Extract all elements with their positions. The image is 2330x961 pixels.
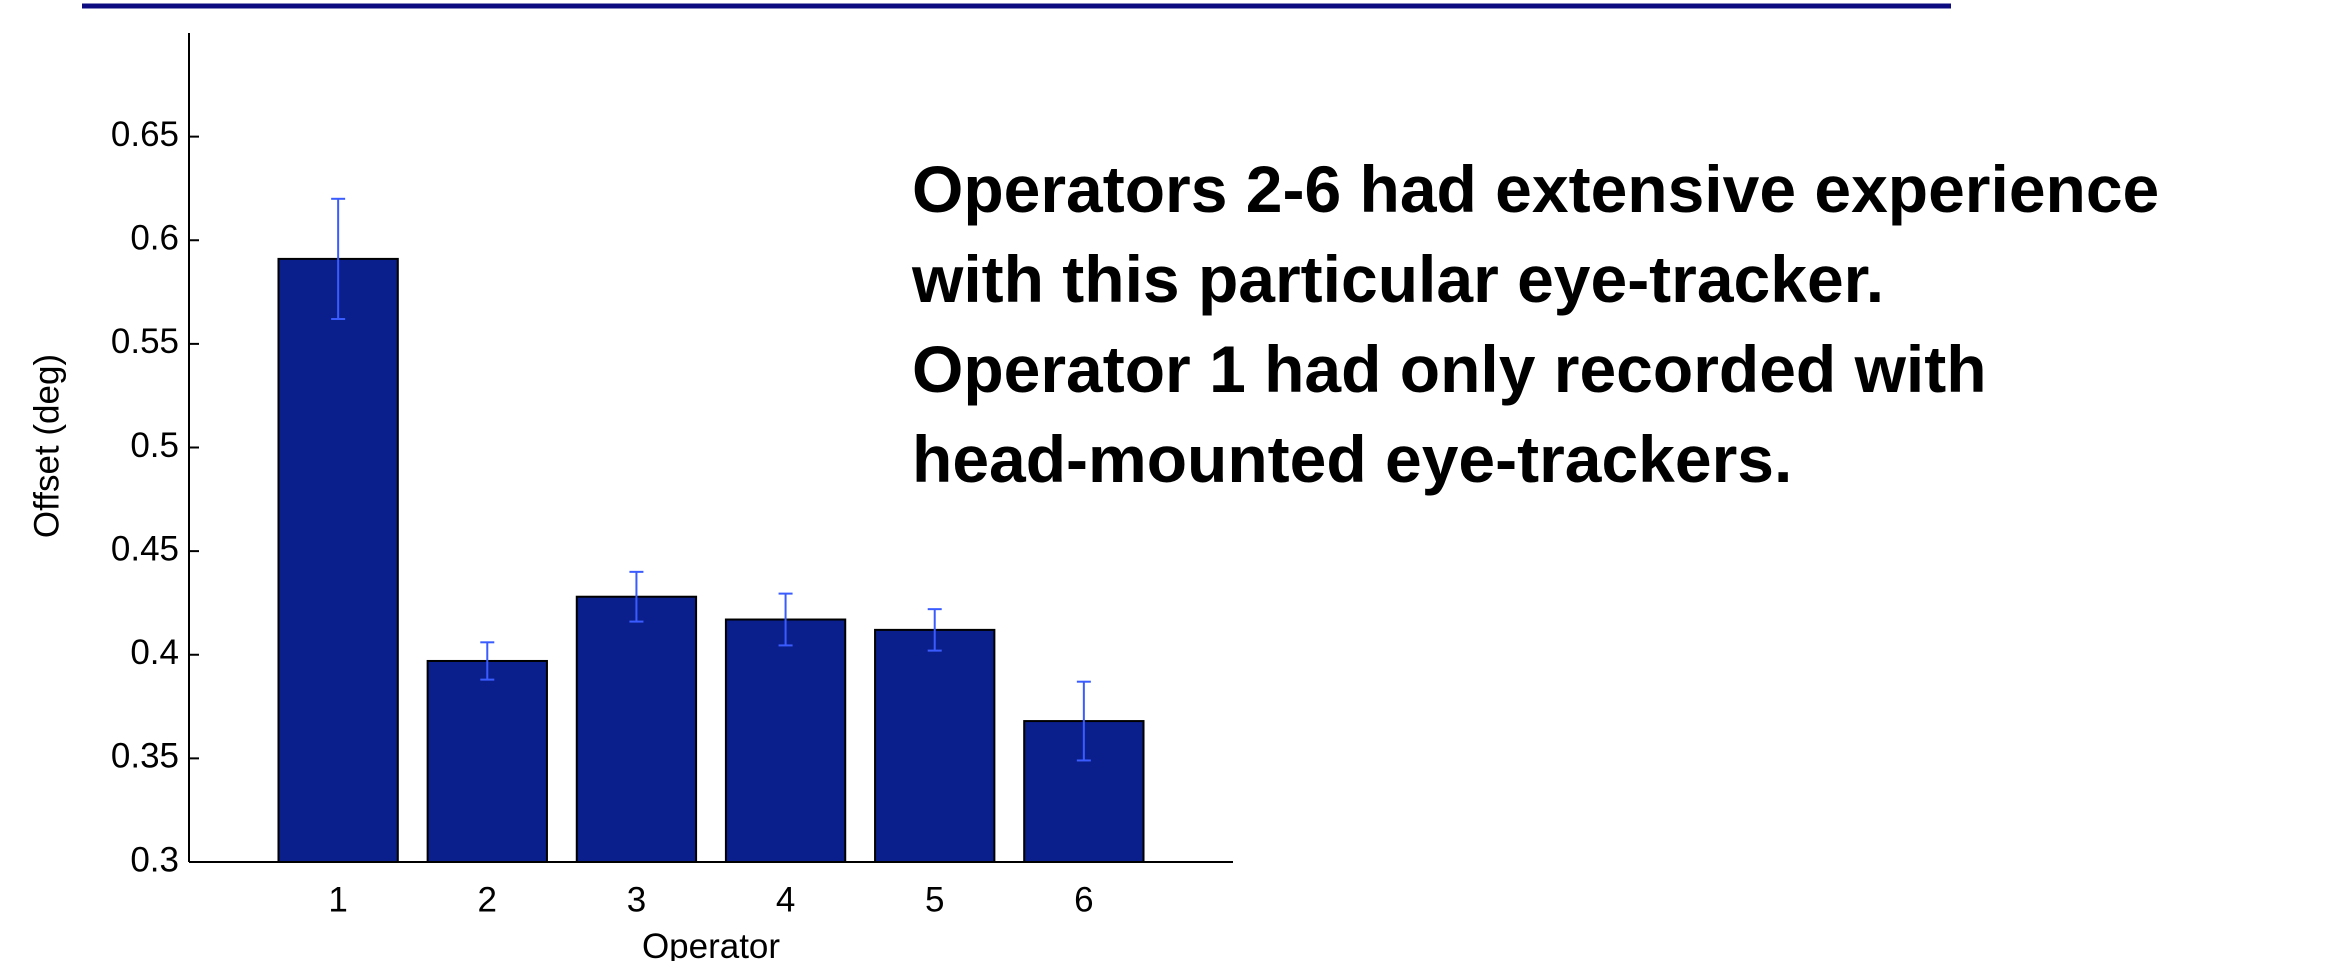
error-bar [1076, 680, 1091, 762]
bar [874, 628, 996, 863]
annotation-line: with this particular eye-tracker. [911, 242, 1884, 316]
bar [277, 257, 399, 863]
x-tick-label: 2 [478, 880, 497, 919]
bar [575, 595, 698, 863]
bar [724, 618, 847, 864]
y-tick-label: 0.35 [111, 737, 179, 776]
y-tick-label: 0.3 [130, 840, 179, 879]
x-tick-label: 6 [1074, 880, 1093, 919]
annotation-line: Operators 2-6 had extensive experience [912, 152, 2159, 226]
y-tick-label: 0.65 [111, 115, 179, 154]
annotation-line: head-mounted eye-trackers. [912, 422, 1792, 496]
y-axis-label: Offset (deg) [27, 354, 66, 538]
y-tick-label: 0.4 [130, 633, 179, 672]
error-bar [927, 608, 942, 652]
y-tick-label: 0.5 [130, 426, 179, 465]
bar [426, 659, 548, 864]
x-tick-label: 5 [925, 880, 944, 919]
error-bar [778, 592, 793, 647]
y-tick-label: 0.45 [111, 529, 179, 568]
y-tick-label: 0.55 [111, 322, 179, 361]
x-axis-label: Operator [642, 927, 780, 961]
x-tick-label: 1 [328, 880, 347, 919]
annotation-line: Operator 1 had only recorded with [912, 332, 1987, 406]
x-tick-label: 4 [776, 880, 795, 919]
x-tick-label: 3 [627, 880, 646, 919]
y-tick-label: 0.6 [130, 219, 179, 258]
error-bar [331, 197, 346, 321]
error-bar [480, 641, 495, 681]
error-bar [629, 570, 644, 623]
